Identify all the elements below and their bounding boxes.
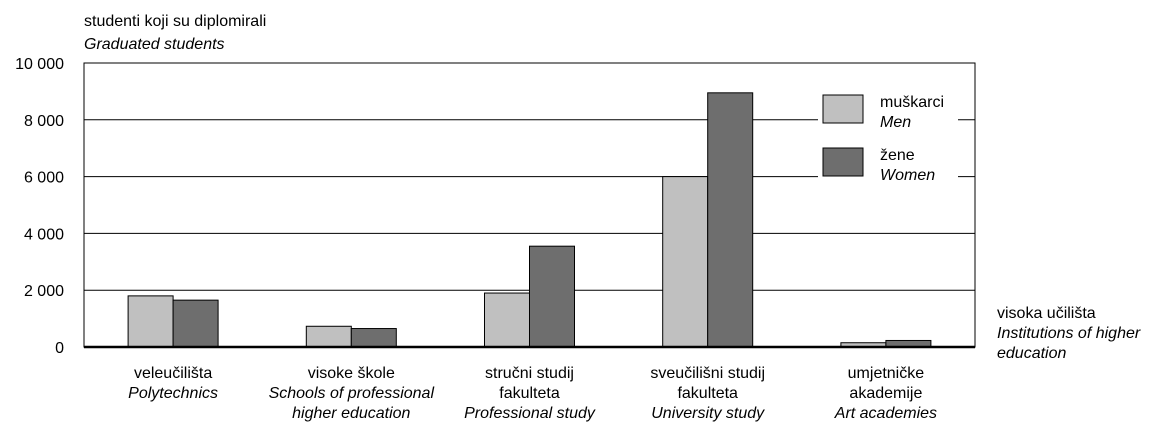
x-tick-label: University study — [651, 405, 765, 422]
x-tick-label: akademije — [849, 385, 922, 402]
legend-swatch-men — [822, 94, 864, 124]
legend-label: žene — [880, 147, 915, 164]
legend-label-english: Women — [880, 167, 935, 184]
x-tick-label: Art academies — [834, 405, 937, 422]
plot-frame — [83, 62, 976, 349]
x-tick-label: Schools of professional — [269, 385, 435, 402]
x-tick-label: higher education — [292, 405, 410, 422]
x-axis-title-line: education — [997, 345, 1066, 362]
x-tick-label: stručni studij — [485, 365, 574, 382]
bar-men — [127, 295, 174, 348]
legend-swatch-women — [822, 147, 864, 177]
bar-men — [662, 176, 709, 348]
bar-women — [707, 92, 754, 348]
y-axis-title-english: Graduated students — [84, 36, 225, 53]
y-tick-label: 6 000 — [24, 170, 64, 187]
bars — [127, 92, 932, 348]
x-tick-label: sveučilišni studij — [650, 365, 765, 382]
y-tick-label: 4 000 — [24, 226, 64, 243]
bar-men — [305, 325, 352, 348]
y-tick-label: 2 000 — [24, 283, 64, 300]
y-tick-label: 10 000 — [15, 56, 64, 73]
bar-women — [529, 245, 575, 348]
y-tick-label: 0 — [55, 340, 64, 357]
bar-men — [484, 292, 530, 348]
x-tick-label: visoke škole — [308, 365, 395, 382]
x-axis-categories: veleučilišta Polytechnics visoke škole Scho… — [128, 365, 937, 422]
bar-women — [350, 328, 397, 348]
x-tick-label: fakulteta — [499, 385, 560, 402]
y-axis-title: studenti koji su diplomirali — [84, 13, 266, 30]
legend-label: muškarci — [880, 94, 944, 111]
x-tick-label: umjetničke — [848, 365, 925, 382]
y-axis-ticks: 0 2 000 4 000 6 000 8 000 10 000 — [15, 56, 64, 357]
x-axis-title: visoka učilišta Institutions of higher edu… — [997, 305, 1141, 362]
x-axis-title-line: visoka učilišta — [997, 305, 1096, 322]
bar-women — [172, 299, 219, 348]
y-tick-label: 8 000 — [24, 113, 64, 130]
legend: muškarci Men žene Women — [818, 89, 958, 184]
x-tick-label: fakulteta — [677, 385, 738, 402]
x-tick-label: Professional study — [464, 405, 596, 422]
x-tick-label: veleučilišta — [134, 365, 212, 382]
x-axis-title-line: Institutions of higher — [997, 325, 1141, 342]
legend-label-english: Men — [880, 114, 911, 131]
x-tick-label: Polytechnics — [128, 385, 218, 402]
